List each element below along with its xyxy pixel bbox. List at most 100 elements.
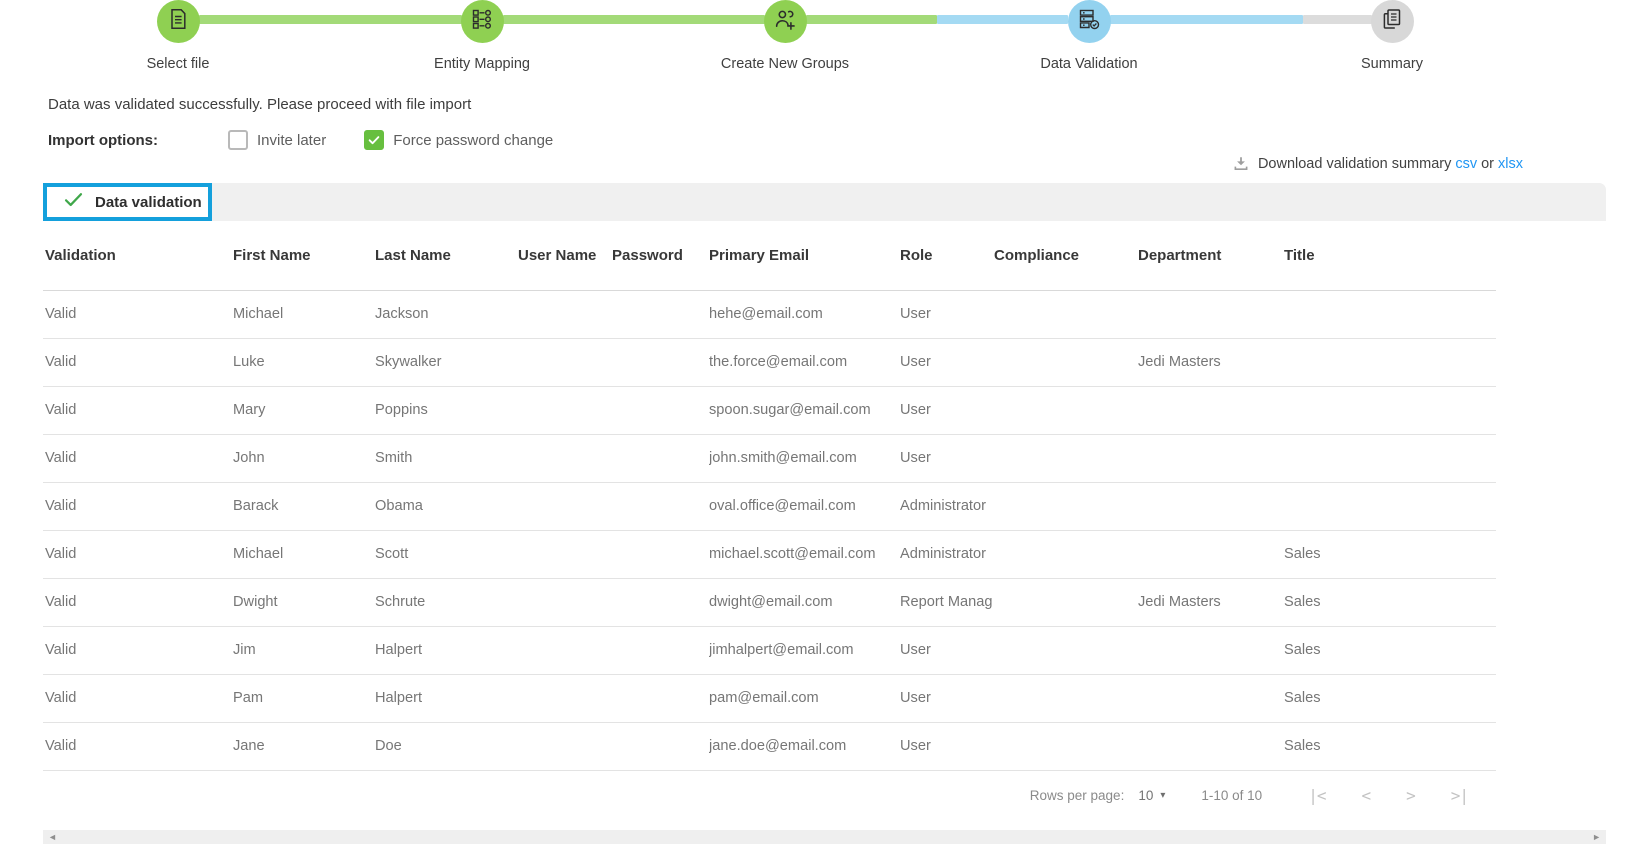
table-cell: Barack — [233, 482, 375, 531]
connector-3-4-right — [937, 15, 1068, 24]
table-body: Valid Michael Jackson hehe@email.com User Val… — [43, 290, 1496, 771]
create-new-groups-step-circle — [763, 0, 807, 43]
step-data-validation[interactable]: Data Validation — [989, 0, 1189, 72]
step-create-new-groups[interactable]: Create New Groups — [685, 0, 885, 72]
table-cell — [1138, 674, 1284, 723]
table-cell — [612, 674, 709, 723]
horizontal-scrollbar[interactable]: ◄ ► — [43, 830, 1606, 844]
tab-label: Data validation — [95, 193, 202, 211]
add-group-icon — [773, 7, 798, 37]
invite-later-checkbox[interactable] — [227, 130, 248, 150]
first-page-icon[interactable]: |< — [1308, 786, 1326, 805]
table-row: Valid Dwight Schrute dwight@email.com Report… — [43, 578, 1496, 627]
download-validation-summary: Download validation summary csv or xlsx — [1232, 155, 1527, 173]
step-label: Create New Groups — [720, 56, 850, 72]
download-csv-link[interactable]: csv — [1455, 156, 1478, 172]
table-cell — [612, 482, 709, 531]
validation-table: Validation First Name Last Name User Name Pa… — [43, 221, 1496, 771]
table-cell — [518, 722, 612, 771]
table-cell — [612, 722, 709, 771]
table-cell: Valid — [43, 434, 233, 483]
table-cell: User — [900, 674, 994, 723]
table-cell — [994, 290, 1138, 339]
entity-mapping-step-circle — [460, 0, 504, 43]
table-cell — [518, 626, 612, 675]
prev-page-icon[interactable]: < — [1361, 786, 1371, 805]
step-label: Data Validation — [1040, 56, 1138, 72]
import-options-label: Import options: — [48, 131, 158, 149]
table-cell — [1284, 434, 1496, 483]
connector-2-3 — [503, 15, 765, 24]
download-label: Download validation summary — [1257, 156, 1452, 172]
table-cell: User — [900, 722, 994, 771]
table-cell: Valid — [43, 386, 233, 435]
table-cell — [518, 674, 612, 723]
table-cell — [1138, 290, 1284, 339]
table-cell: Administrator — [900, 482, 994, 531]
force-password-change-checkbox[interactable] — [364, 130, 385, 150]
summary-icon — [1380, 7, 1404, 36]
table-cell — [612, 626, 709, 675]
table-cell: john.smith@email.com — [709, 434, 900, 483]
file-document-icon — [166, 7, 190, 36]
stepper: Select file Entity Mapping Create New Gr… — [0, 0, 1646, 80]
table-cell: Pam — [233, 674, 375, 723]
table-cell: Report Manag… — [900, 578, 994, 627]
table-cell — [994, 482, 1138, 531]
rows-per-page-label: Rows per page: — [1029, 788, 1125, 803]
column-header-primary-email: Primary Email — [709, 221, 900, 291]
table-cell — [612, 578, 709, 627]
last-page-icon[interactable]: >| — [1450, 786, 1469, 805]
rows-per-page-select[interactable]: 10 ▾ — [1138, 788, 1165, 803]
table-cell — [994, 578, 1138, 627]
next-page-icon[interactable]: > — [1406, 786, 1416, 805]
table-cell — [994, 386, 1138, 435]
table-cell — [518, 482, 612, 531]
table-cell: Doe — [375, 722, 518, 771]
table-cell — [1284, 290, 1496, 339]
table-row: Valid Jane Doe jane.doe@email.com User Sales — [43, 722, 1496, 771]
table-cell — [1284, 482, 1496, 531]
step-entity-mapping[interactable]: Entity Mapping — [382, 0, 582, 72]
table-cell — [1284, 386, 1496, 435]
invite-later-label[interactable]: Invite later — [256, 131, 327, 149]
table-cell — [1138, 386, 1284, 435]
table-cell — [1284, 338, 1496, 387]
table-cell: Administrator — [900, 530, 994, 579]
table-cell: User — [900, 290, 994, 339]
table-cell: Scott — [375, 530, 518, 579]
table-cell: Valid — [43, 674, 233, 723]
table-cell: dwight@email.com — [709, 578, 900, 627]
download-icon — [1232, 155, 1250, 173]
column-header-role: Role — [900, 221, 994, 291]
step-summary[interactable]: Summary — [1292, 0, 1492, 72]
download-xlsx-link[interactable]: xlsx — [1498, 156, 1523, 172]
scroll-right-icon[interactable]: ► — [1592, 831, 1601, 842]
column-header-title: Title — [1284, 221, 1496, 291]
check-icon — [368, 136, 380, 145]
step-select-file[interactable]: Select file — [78, 0, 278, 72]
dropdown-caret-icon: ▾ — [1160, 790, 1166, 801]
table-cell: Dwight — [233, 578, 375, 627]
tab-data-validation[interactable]: Data validation — [43, 183, 212, 221]
table-row: Valid Michael Scott michael.scott@email.com… — [43, 530, 1496, 579]
table-cell — [612, 386, 709, 435]
step-label: Select file — [146, 56, 210, 72]
table-cell — [612, 530, 709, 579]
table-cell: User — [900, 386, 994, 435]
force-password-change-label[interactable]: Force password change — [393, 131, 554, 149]
table-cell: Sales — [1284, 578, 1496, 627]
rows-per-page-value: 10 — [1138, 788, 1154, 803]
table-cell: Smith — [375, 434, 518, 483]
connector-3-4-left — [806, 15, 937, 24]
table-cell: User — [900, 338, 994, 387]
validation-table-container: Validation First Name Last Name User Name Pa… — [43, 221, 1606, 821]
table-cell — [1138, 482, 1284, 531]
table-cell — [518, 434, 612, 483]
connector-4-5-right — [1303, 15, 1372, 24]
table-cell: Halpert — [375, 674, 518, 723]
scroll-left-icon[interactable]: ◄ — [48, 831, 57, 842]
table-cell: Michael — [233, 290, 375, 339]
green-check-icon — [63, 189, 84, 215]
table-cell: Luke — [233, 338, 375, 387]
